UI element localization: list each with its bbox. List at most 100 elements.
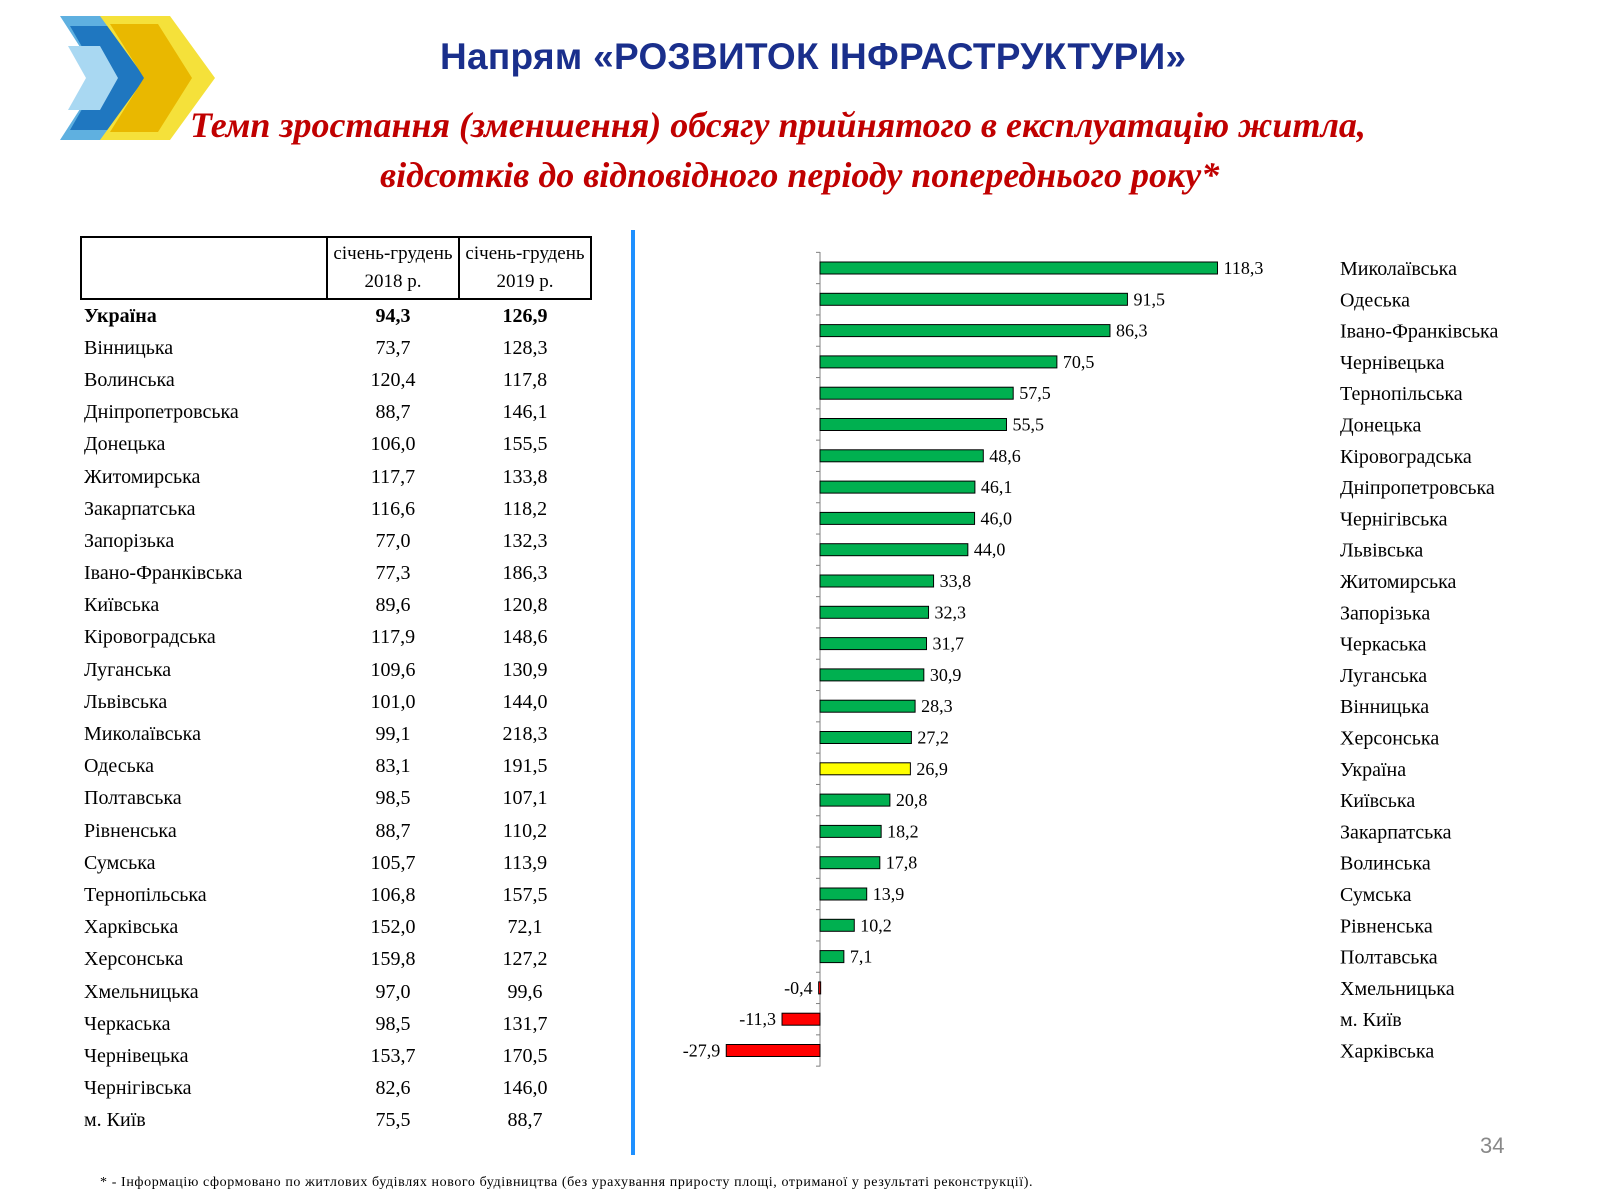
table-row: Рівненська 88,7 110,2 [81, 815, 591, 847]
table-cell-2019: 155,5 [502, 433, 548, 456]
table-row: Житомирська 117,7 133,8 [81, 461, 591, 493]
data-label: -0,4 [784, 978, 813, 998]
table-row: Волинська 120,4 117,8 [81, 364, 591, 396]
table-cell-region: Кіровоградська [84, 626, 216, 649]
table-cell-2018: 98,5 [375, 787, 411, 810]
category-label: м. Київ [1340, 1009, 1402, 1031]
table-cell-region: Миколаївська [84, 723, 201, 746]
table-cell-2018: 94,3 [375, 304, 411, 327]
bar [819, 950, 845, 964]
bar [818, 981, 822, 995]
table-cell-region: Чернігівська [84, 1077, 192, 1100]
category-label: Тернопільська [1340, 383, 1463, 405]
data-label: 118,3 [1223, 258, 1263, 278]
table-row: Львівська 101,0 144,0 [81, 686, 591, 718]
table-row: Чернівецька 153,7 170,5 [81, 1040, 591, 1072]
bar [819, 543, 969, 557]
category-label: Дніпропетровська [1340, 477, 1495, 499]
data-label: 33,8 [940, 571, 972, 591]
category-label: Хмельницька [1340, 978, 1455, 1000]
table-cell-2019: 130,9 [502, 658, 548, 681]
table-cell-2018: 101,0 [370, 690, 416, 713]
table-cell-2018: 120,4 [370, 368, 416, 391]
category-label: Київська [1340, 790, 1415, 812]
table-cell-region: Дніпропетровська [84, 401, 239, 424]
category-label: Луганська [1340, 665, 1427, 687]
table-cell-2018: 83,1 [375, 755, 411, 778]
data-label: -27,9 [683, 1041, 721, 1061]
table-cell-region: Івано-Франківська [84, 562, 243, 585]
data-label: 7,1 [850, 947, 873, 967]
bar [819, 699, 916, 713]
footnote: * - Інформацію сформовано по житлових бу… [100, 1175, 1034, 1190]
data-label: 26,9 [916, 759, 948, 779]
table-cell-2019: 107,1 [502, 787, 548, 810]
table-row: Полтавська 98,5 107,1 [81, 783, 591, 815]
table-cell-2018: 77,0 [375, 529, 411, 552]
table-cell-region: Вінницька [84, 336, 174, 359]
table-cell-2019: 113,9 [502, 851, 548, 874]
table-row: Тернопільська 106,8 157,5 [81, 879, 591, 911]
table-cell-region: Львівська [84, 690, 168, 713]
table-row: Чернігівська 82,6 146,0 [81, 1073, 591, 1105]
category-label: Чернівецька [1340, 352, 1445, 374]
bar [819, 856, 881, 870]
category-label: Закарпатська [1340, 821, 1452, 843]
table-cell-2019: 88,7 [507, 1109, 543, 1132]
category-label: Полтавська [1340, 947, 1438, 969]
chevron-logo [60, 16, 215, 140]
page-title: Напрям «РОЗВИТОК ІНФРАСТРУКТУРИ» [440, 36, 1187, 77]
table-cell-region: Хмельницька [84, 980, 199, 1003]
category-label: Черкаська [1340, 634, 1427, 656]
table-cell-2018: 88,7 [375, 819, 411, 842]
table-cell-region: Сумська [84, 851, 156, 874]
table-cell-2019: 72,1 [507, 916, 543, 939]
table-cell-2019: 146,1 [502, 401, 548, 424]
table-row: Хмельницька 97,0 99,6 [81, 976, 591, 1008]
table-body: Україна 94,3 126,9 Вінницька 73,7 128,3 Волинс… [81, 299, 591, 1137]
category-label: Волинська [1340, 853, 1431, 875]
table-cell-2018: 117,7 [370, 465, 416, 488]
category-label: Вінницька [1340, 696, 1429, 718]
table-cell-region: Київська [84, 594, 160, 617]
table-cell-2018: 82,6 [375, 1077, 411, 1100]
table-cell-2019: 144,0 [502, 690, 548, 713]
bar [819, 731, 912, 744]
bar [781, 1012, 821, 1026]
table-row: Україна 94,3 126,9 [81, 299, 591, 332]
table-cell-2019: 146,0 [502, 1077, 548, 1100]
table-cell-2018: 152,0 [370, 916, 416, 939]
bar [819, 324, 1111, 338]
table-row: Донецька 106,0 155,5 [81, 429, 591, 461]
category-label: Донецька [1340, 415, 1421, 437]
data-label: 10,2 [860, 915, 892, 935]
table-cell-2019: 132,3 [502, 529, 548, 552]
bar [819, 574, 935, 588]
table-header-region [80, 236, 328, 300]
table-row: Одеська 83,1 191,5 [81, 751, 591, 783]
bar [819, 480, 976, 494]
category-label: Запорізька [1340, 602, 1430, 624]
table-cell-region: Херсонська [84, 948, 184, 971]
table-cell-2019: 186,3 [502, 562, 548, 585]
table-cell-region: Черкаська [84, 1012, 171, 1035]
table-row: Вінницька 73,7 128,3 [81, 332, 591, 364]
bar [819, 605, 930, 619]
table-cell-2019: 128,3 [502, 336, 548, 359]
table-row: Київська 89,6 120,8 [81, 590, 591, 622]
table-cell-region: Житомирська [84, 465, 201, 488]
table-cell-2019: 120,8 [502, 594, 548, 617]
table-row: Черкаська 98,5 131,7 [81, 1008, 591, 1040]
table-cell-2018: 117,9 [370, 626, 416, 649]
table-cell-region: м. Київ [84, 1109, 146, 1132]
chart-subtitle-line-1: Темп зростання (зменшення) обсягу прийня… [190, 105, 1366, 145]
category-label: Львівська [1340, 540, 1423, 562]
table-cell-region: Рівненська [84, 819, 177, 842]
data-label: 57,5 [1019, 383, 1050, 403]
table-row: Миколаївська 99,1 218,3 [81, 718, 591, 750]
category-label: Сумська [1340, 884, 1412, 906]
table-cell-2019: 133,8 [502, 465, 548, 488]
table-cell-region: Україна [84, 304, 157, 327]
data-label: -11,3 [739, 1009, 776, 1029]
table-header-2018: січень-грудень 2018 р. [326, 236, 460, 300]
